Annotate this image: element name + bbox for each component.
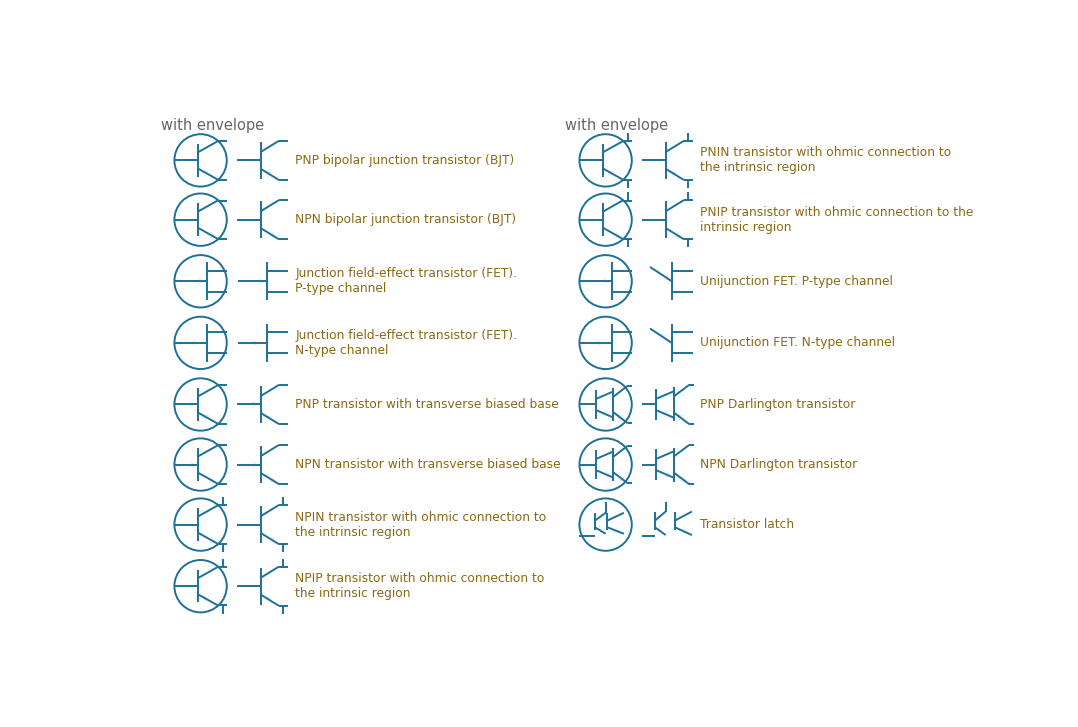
Text: PNP transistor with transverse biased base: PNP transistor with transverse biased ba… (295, 398, 559, 411)
Text: NPN bipolar junction transistor (BJT): NPN bipolar junction transistor (BJT) (295, 213, 516, 226)
Text: NPIN transistor with ohmic connection to
the intrinsic region: NPIN transistor with ohmic connection to… (295, 510, 547, 539)
Text: PNIP transistor with ohmic connection to the
intrinsic region: PNIP transistor with ohmic connection to… (700, 206, 973, 233)
Text: Junction field-effect transistor (FET).
N-type channel: Junction field-effect transistor (FET). … (295, 329, 517, 357)
Text: NPIP transistor with ohmic connection to
the intrinsic region: NPIP transistor with ohmic connection to… (295, 572, 544, 601)
Text: with envelope: with envelope (161, 119, 264, 133)
Text: Transistor latch: Transistor latch (700, 518, 793, 531)
Text: Junction field-effect transistor (FET).
P-type channel: Junction field-effect transistor (FET). … (295, 268, 517, 295)
Text: NPN transistor with transverse biased base: NPN transistor with transverse biased ba… (295, 458, 561, 471)
Text: PNP Darlington transistor: PNP Darlington transistor (700, 398, 855, 411)
Text: NPN Darlington transistor: NPN Darlington transistor (700, 458, 857, 471)
Text: Unijunction FET. N-type channel: Unijunction FET. N-type channel (700, 337, 895, 350)
Text: Unijunction FET. P-type channel: Unijunction FET. P-type channel (700, 275, 893, 288)
Text: PNIN transistor with ohmic connection to
the intrinsic region: PNIN transistor with ohmic connection to… (700, 146, 951, 174)
Text: with envelope: with envelope (565, 119, 668, 133)
Text: PNP bipolar junction transistor (BJT): PNP bipolar junction transistor (BJT) (295, 154, 514, 167)
